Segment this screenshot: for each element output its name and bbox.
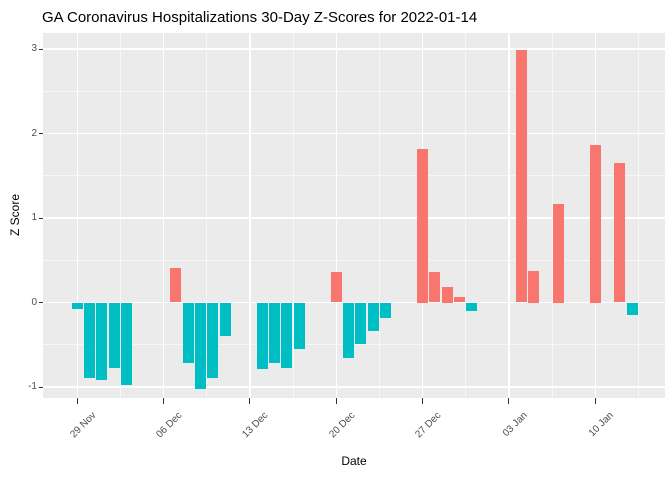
bar (219, 302, 231, 337)
bar (108, 302, 120, 368)
bar (355, 302, 367, 344)
gridline-minor-horizontal (43, 259, 665, 261)
x-tick-mark (335, 398, 337, 404)
y-axis-title: Z Score (8, 193, 22, 237)
gridline-minor-vertical (551, 33, 553, 398)
x-tick-label: 10 Jan (586, 410, 616, 440)
y-tick-mark (39, 386, 43, 388)
gridline-minor-horizontal (43, 175, 665, 177)
bar (454, 296, 466, 303)
bar (367, 302, 379, 332)
gridline-minor-vertical (637, 33, 639, 398)
x-tick-mark (594, 398, 596, 404)
bar (466, 302, 478, 311)
y-tick-label: 0 (31, 296, 37, 308)
gridline-minor-vertical (206, 33, 208, 398)
x-tick-mark (249, 398, 251, 404)
x-tick-label: 20 Dec (326, 410, 357, 441)
bar (195, 302, 207, 389)
y-tick-mark (39, 133, 43, 134)
gridline-major-horizontal (43, 217, 665, 219)
bar (552, 203, 564, 303)
x-tick-label: 27 Dec (413, 410, 444, 441)
x-tick-label: 13 Dec (240, 410, 271, 441)
gridline-minor-horizontal (43, 90, 665, 92)
y-tick-mark (39, 302, 43, 303)
x-tick-mark (508, 398, 510, 404)
gridline-major-horizontal (43, 386, 665, 388)
x-tick-label: 29 Nov (67, 410, 99, 441)
bar (589, 145, 601, 303)
gridline-major-horizontal (43, 48, 665, 50)
bar (269, 302, 281, 364)
gridline-minor-vertical (292, 33, 294, 398)
gridline-minor-vertical (119, 33, 121, 398)
bar (182, 302, 194, 363)
gridline-minor-vertical (465, 33, 467, 398)
chart-panel (43, 33, 665, 398)
gridline-minor-vertical (378, 33, 380, 398)
bar (528, 271, 539, 303)
x-tick-mark (422, 398, 424, 404)
bar (170, 267, 182, 303)
gridline-major-vertical (508, 33, 510, 398)
bar (256, 302, 268, 370)
x-axis-title: Date (341, 454, 367, 468)
bar (417, 148, 429, 303)
gridline-major-vertical (249, 33, 251, 398)
bar (626, 302, 638, 316)
bar (441, 286, 453, 303)
bar (281, 302, 293, 369)
x-tick-mark (163, 398, 165, 404)
bar (84, 302, 96, 378)
y-tick-mark (39, 48, 43, 50)
chart-title: GA Coronavirus Hospitalizations 30-Day Z… (42, 9, 478, 26)
gridline-major-vertical (76, 33, 78, 398)
bar (515, 49, 527, 303)
bar (429, 272, 441, 303)
bar (96, 302, 108, 381)
x-tick-label: 03 Jan (500, 410, 530, 440)
gridline-major-vertical (335, 33, 337, 398)
x-tick-mark (76, 398, 78, 404)
bar (121, 302, 133, 385)
bar (207, 302, 219, 378)
gridline-major-vertical (162, 33, 165, 398)
gridline-major-horizontal (43, 132, 665, 135)
y-tick-label: 3 (31, 43, 37, 55)
y-tick-label: 1 (31, 212, 37, 223)
bar (293, 302, 305, 349)
bar (330, 272, 342, 303)
y-tick-mark (39, 217, 43, 219)
x-tick-label: 06 Dec (154, 410, 185, 441)
bar (380, 302, 392, 318)
bar (343, 302, 355, 359)
y-tick-label: -1 (28, 381, 37, 392)
bar (71, 302, 83, 310)
y-tick-label: 2 (31, 127, 37, 139)
bar (614, 163, 626, 303)
